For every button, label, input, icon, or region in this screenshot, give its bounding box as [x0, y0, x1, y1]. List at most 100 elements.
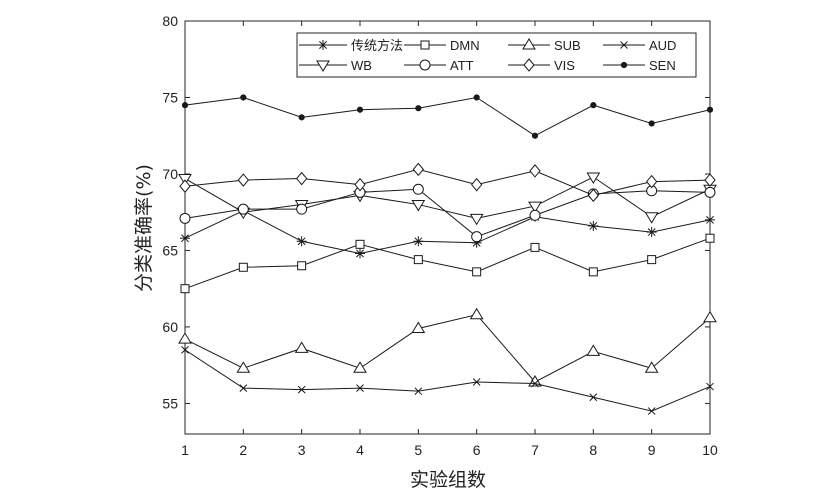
- legend-label: DMN: [450, 38, 480, 53]
- series-4: [181, 346, 714, 415]
- x-axis-label: 实验组数: [410, 469, 486, 491]
- data-point: [180, 284, 190, 294]
- data-point: [469, 307, 484, 320]
- data-point: [705, 233, 715, 243]
- y-tick-label: 55: [162, 395, 178, 411]
- data-point: [531, 379, 539, 388]
- y-tick-label: 75: [162, 89, 178, 105]
- legend-marker: [318, 40, 328, 50]
- legend: 传统方法 DMN SUB AUD WB ATT VIS SEN: [296, 32, 697, 78]
- data-point: [237, 203, 249, 215]
- legend-label: SEN: [649, 58, 676, 73]
- legend-label: VIS: [554, 58, 575, 73]
- y-tick-label: 65: [162, 242, 178, 258]
- data-point: [411, 321, 426, 333]
- data-point: [472, 267, 482, 277]
- data-point: [587, 188, 599, 203]
- legend-label: 传统方法: [351, 38, 403, 53]
- data-point: [469, 213, 484, 226]
- data-point: [298, 114, 305, 121]
- data-point: [647, 407, 656, 415]
- data-point: [354, 177, 366, 192]
- data-point: [355, 248, 365, 259]
- data-point: [705, 214, 715, 225]
- legend-marker: [419, 59, 431, 71]
- data-point: [180, 233, 190, 244]
- legend-box: [296, 32, 697, 78]
- x-tick-label: 2: [239, 442, 247, 458]
- series-line: [184, 176, 711, 219]
- legend-label: SUB: [554, 38, 581, 53]
- x-tick-label: 3: [298, 442, 306, 458]
- data-point: [704, 186, 716, 198]
- data-point: [179, 212, 191, 224]
- data-point: [529, 164, 541, 178]
- data-point: [703, 310, 717, 323]
- data-point: [590, 102, 597, 109]
- series-line: [184, 96, 711, 137]
- legend-marker: [620, 41, 628, 49]
- data-point: [588, 267, 598, 277]
- data-point: [588, 220, 599, 231]
- data-point: [356, 106, 364, 113]
- data-point: [353, 361, 367, 373]
- data-point: [236, 361, 251, 373]
- y-tick-label: 70: [162, 166, 178, 182]
- data-point: [415, 105, 422, 112]
- series-line: [184, 188, 711, 238]
- y-tick-label: 80: [162, 13, 178, 29]
- legend-item: ATT: [404, 58, 474, 73]
- data-point: [179, 179, 191, 193]
- data-point: [586, 172, 601, 184]
- axis-ticks: 1 2 3 4 5 6 7 8 9 10 55 60 65 70 75 80: [162, 13, 718, 458]
- x-tick-label: 10: [702, 442, 718, 458]
- data-point: [531, 132, 539, 139]
- x-tick-label: 1: [181, 442, 189, 458]
- legend-label: AUD: [649, 38, 676, 53]
- x-tick-label: 6: [473, 442, 481, 458]
- series-line: [184, 314, 711, 383]
- series-line: [184, 168, 711, 196]
- series-line: [184, 237, 711, 290]
- x-tick-label: 4: [356, 442, 364, 458]
- data-point: [414, 387, 423, 396]
- y-tick-label: 60: [162, 319, 178, 335]
- legend-item: AUD: [603, 38, 676, 53]
- y-axis-label: 分类准确率(%): [133, 164, 155, 292]
- data-point: [646, 174, 658, 189]
- legend-marker: [522, 38, 536, 50]
- data-point: [471, 231, 483, 243]
- data-point: [356, 384, 364, 392]
- x-tick-label: 5: [414, 442, 422, 458]
- legend-label: ATT: [450, 58, 474, 73]
- data-point: [181, 102, 189, 109]
- legend-item: WB: [299, 58, 372, 73]
- legend-item: DMN: [404, 38, 480, 53]
- legend-marker: [620, 61, 628, 69]
- data-point: [238, 262, 248, 272]
- data-point: [646, 227, 657, 238]
- legend-marker: [316, 60, 330, 72]
- data-point: [644, 361, 659, 373]
- plot-area: [184, 20, 711, 435]
- data-point: [411, 200, 426, 212]
- series-2: [180, 233, 715, 294]
- data-point: [647, 255, 657, 265]
- legend-label: WB: [351, 58, 372, 73]
- legend-item: SUB: [508, 38, 581, 53]
- data-point: [413, 255, 423, 265]
- data-point: [237, 173, 249, 187]
- x-tick-label: 9: [648, 442, 656, 458]
- series-line: [184, 349, 711, 412]
- data-point: [294, 341, 309, 353]
- data-point: [178, 332, 192, 344]
- data-point: [529, 209, 541, 221]
- series-6: [179, 183, 716, 243]
- data-point: [706, 106, 714, 113]
- data-point: [296, 203, 308, 215]
- data-point: [528, 201, 542, 214]
- legend-item: VIS: [508, 58, 575, 73]
- data-point: [296, 236, 307, 247]
- data-point: [239, 384, 248, 392]
- data-point: [296, 171, 308, 186]
